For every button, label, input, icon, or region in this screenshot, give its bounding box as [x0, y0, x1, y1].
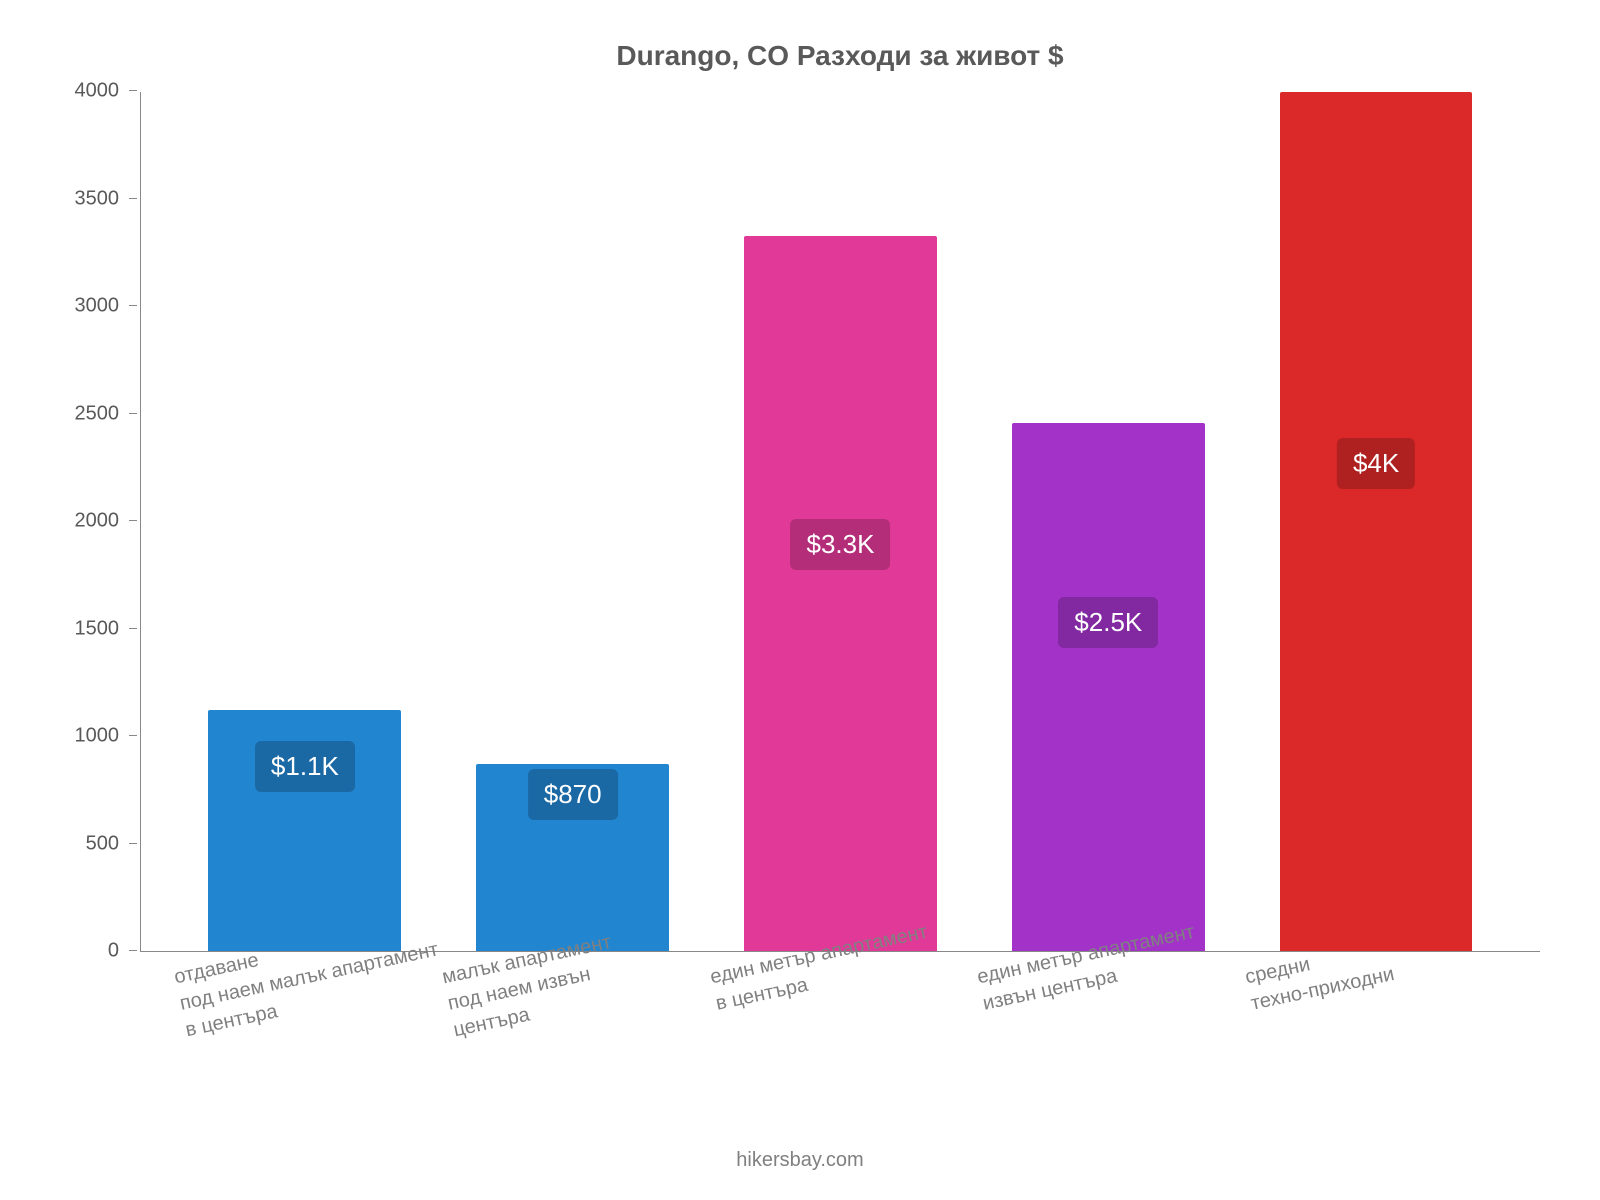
bar-slot: $3.3K [707, 92, 975, 951]
bar-value-badge: $2.5K [1058, 597, 1158, 648]
plot-area: 05001000150020002500300035004000 $1.1K$8… [140, 92, 1540, 952]
y-tick-mark [129, 950, 137, 951]
chart-title: Durango, CO Разходи за живот $ [140, 40, 1540, 72]
bar: $2.5K [1012, 423, 1205, 951]
y-tick-mark [129, 520, 137, 521]
y-tick-mark [129, 198, 137, 199]
bar-value-badge: $1.1K [255, 741, 355, 792]
y-tick-label: 1500 [59, 617, 119, 640]
y-tick-label: 500 [59, 832, 119, 855]
y-tick-label: 2000 [59, 510, 119, 533]
bar-slot: $870 [439, 92, 707, 951]
y-tick-mark [129, 413, 137, 414]
bar-value-badge: $3.3K [791, 519, 891, 570]
cost-of-living-chart: Durango, CO Разходи за живот $ 050010001… [0, 0, 1600, 1200]
bars-wrap: $1.1K $870 $3.3K $2.5K $4K [141, 92, 1540, 951]
y-tick-mark [129, 628, 137, 629]
bar-slot: $4K [1242, 92, 1510, 951]
bar: $3.3K [744, 236, 937, 951]
y-tick-mark [129, 843, 137, 844]
y-axis: 05001000150020002500300035004000 [129, 92, 141, 951]
y-tick-mark [129, 305, 137, 306]
chart-credit: hikersbay.com [0, 1149, 1600, 1172]
y-tick-label: 2500 [59, 402, 119, 425]
y-tick-label: 4000 [59, 80, 119, 103]
bar: $870 [476, 764, 669, 951]
bar-value-badge: $4K [1337, 438, 1415, 489]
y-tick-label: 1000 [59, 725, 119, 748]
y-tick-label: 0 [59, 940, 119, 963]
bar-value-badge: $870 [528, 769, 618, 820]
bar-slot: $2.5K [974, 92, 1242, 951]
y-tick-mark [129, 90, 137, 91]
bar-slot: $1.1K [171, 92, 439, 951]
bar: $1.1K [208, 710, 401, 951]
y-tick-mark [129, 735, 137, 736]
bar: $4K [1280, 92, 1473, 951]
y-tick-label: 3500 [59, 187, 119, 210]
y-tick-label: 3000 [59, 295, 119, 318]
